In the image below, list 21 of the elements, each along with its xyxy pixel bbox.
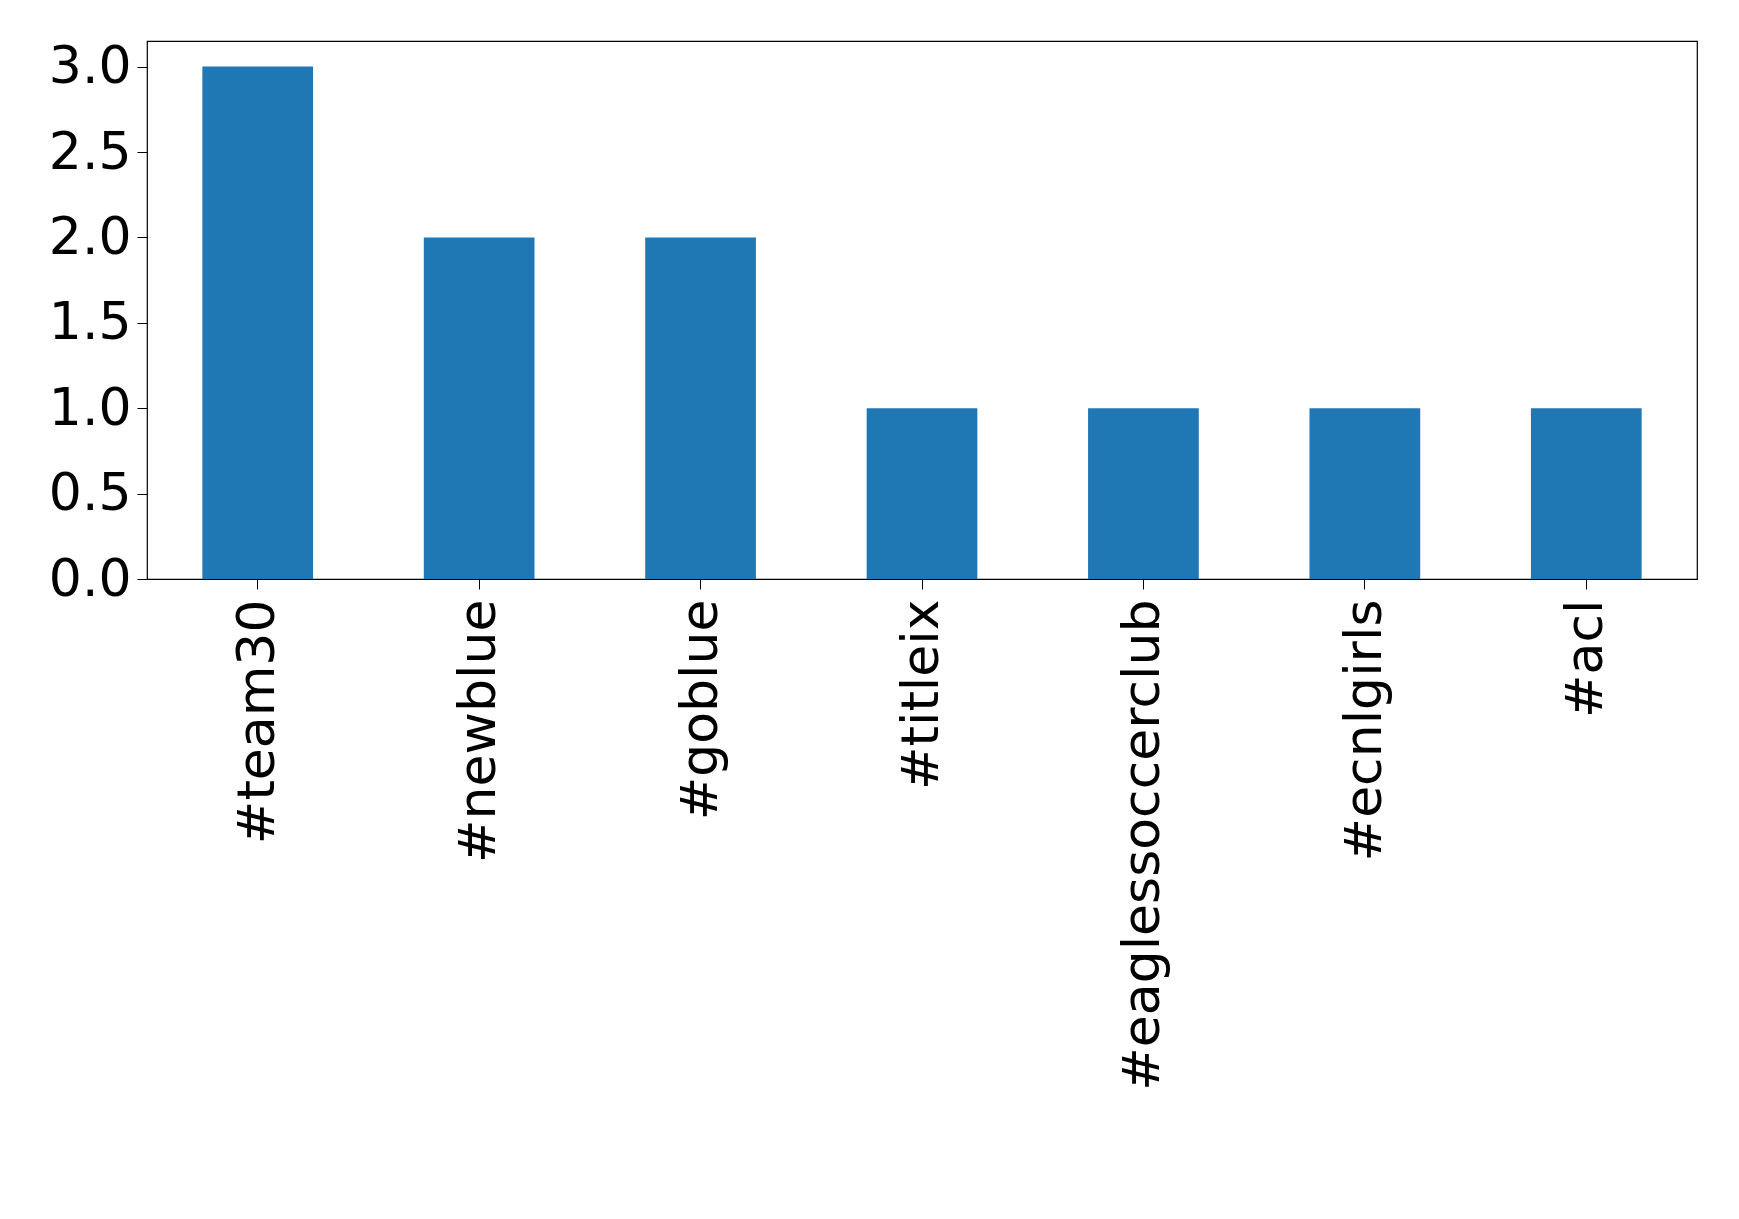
x-tick-label: #goblue — [668, 599, 729, 821]
bar — [423, 237, 535, 579]
y-tick-label: 1.0 — [48, 376, 132, 437]
bar — [1309, 408, 1421, 579]
y-tick-label: 0.0 — [48, 547, 132, 608]
y-tick-label: 1.5 — [48, 291, 132, 352]
x-tick-label: #team30 — [225, 599, 286, 845]
x-tick-label: #newblue — [447, 599, 508, 863]
y-tick-label: 0.5 — [48, 462, 132, 523]
y-tick-label: 2.5 — [48, 120, 132, 181]
bar — [645, 237, 756, 579]
y-tick-label: 2.0 — [48, 205, 132, 266]
x-tick-label: #eaglessoccerclub — [1111, 599, 1172, 1091]
bar — [202, 66, 314, 579]
x-tick-label: #titleix — [890, 599, 950, 790]
y-tick-label: 3.0 — [48, 35, 132, 96]
bar — [866, 408, 978, 579]
x-tick-label: #ecnlgirls — [1332, 599, 1393, 862]
x-tick-label: #acl — [1554, 599, 1615, 718]
bar — [1088, 408, 1199, 579]
bar — [1530, 408, 1642, 579]
